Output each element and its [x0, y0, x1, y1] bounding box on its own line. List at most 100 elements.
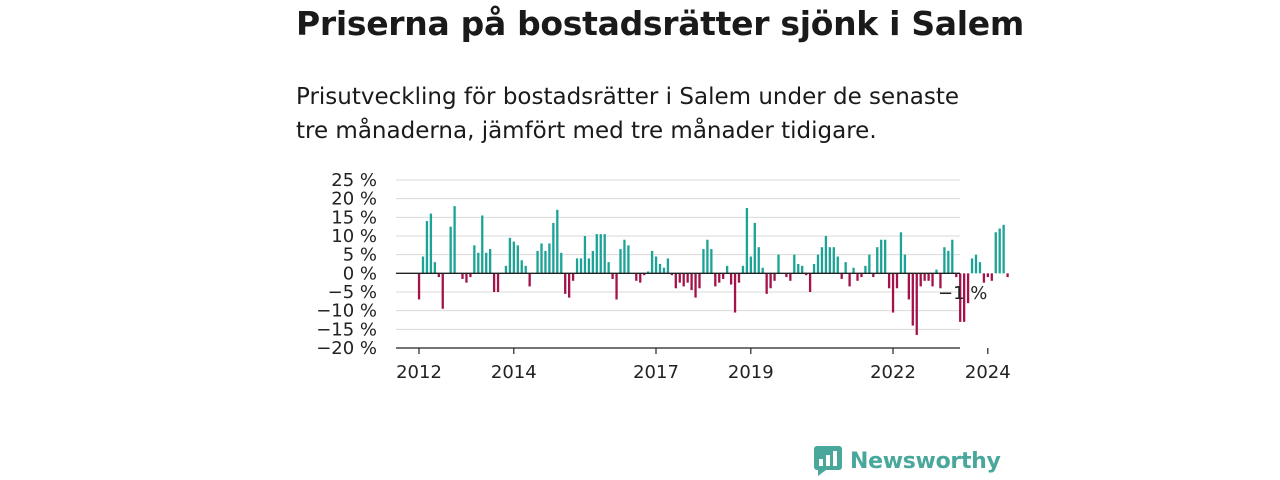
bar — [749, 256, 752, 274]
bar — [789, 273, 792, 281]
y-tick-label: 5 % — [343, 245, 377, 266]
bar — [714, 273, 717, 287]
bar — [528, 273, 531, 287]
bar — [880, 239, 883, 274]
y-tick-label: 0 % — [343, 263, 377, 284]
bar — [801, 265, 804, 274]
bar — [461, 273, 464, 279]
bar — [951, 239, 954, 274]
bar — [1002, 224, 1005, 274]
bar — [429, 213, 433, 274]
x-tick-label: 2014 — [491, 362, 537, 383]
chart-title: Priserna på bostadsrätter sjönk i Salem — [296, 4, 1024, 43]
bar — [903, 254, 907, 274]
bar — [769, 273, 772, 289]
bar — [568, 273, 571, 298]
y-tick-label: 25 % — [331, 170, 377, 191]
bar — [828, 247, 831, 274]
bar — [571, 273, 575, 281]
bar — [540, 243, 543, 274]
bar — [654, 256, 658, 274]
bar — [832, 247, 835, 274]
bar — [686, 273, 689, 283]
bar — [702, 249, 705, 274]
bar — [919, 273, 922, 287]
bar — [469, 273, 472, 278]
bar — [639, 273, 642, 283]
bar — [599, 234, 602, 274]
x-tick-label: 2022 — [870, 362, 916, 383]
bar — [963, 273, 966, 322]
bar — [647, 271, 650, 274]
bar — [698, 273, 701, 289]
bar — [619, 249, 622, 274]
bar — [706, 239, 709, 274]
bar — [524, 265, 527, 274]
bar — [955, 273, 958, 278]
bar — [840, 273, 843, 279]
bar — [899, 232, 903, 274]
bar — [884, 239, 887, 274]
bar — [512, 241, 515, 274]
grid-lines — [396, 179, 960, 349]
bar — [670, 273, 673, 276]
bar — [508, 237, 512, 274]
x-tick-label: 2017 — [633, 362, 679, 383]
bar — [891, 273, 895, 313]
bar — [848, 273, 851, 287]
bar — [939, 273, 942, 289]
bar — [473, 245, 476, 274]
bar — [583, 236, 587, 274]
bar — [504, 265, 508, 274]
y-axis-labels: 25 %20 %15 %10 %5 %0 %−5 %−10 %−15 %−20 … — [316, 170, 377, 359]
bar — [812, 264, 816, 274]
bar — [433, 262, 436, 274]
y-tick-label: 20 % — [331, 189, 377, 210]
bar — [860, 273, 863, 278]
bar — [492, 273, 496, 292]
bar — [520, 260, 523, 274]
bar — [978, 262, 982, 274]
bar — [868, 254, 871, 274]
bar — [477, 252, 480, 274]
bar — [777, 254, 780, 274]
bar — [844, 262, 847, 274]
bar — [745, 208, 749, 274]
bar — [808, 273, 812, 292]
bar — [650, 250, 654, 274]
x-tick-label: 2012 — [396, 362, 442, 383]
bar — [773, 273, 776, 281]
bar — [895, 273, 899, 289]
bar — [556, 209, 559, 274]
bar — [887, 273, 891, 289]
bar — [994, 232, 997, 274]
bar — [816, 254, 820, 274]
bar — [552, 222, 555, 274]
bar — [974, 254, 978, 274]
bar — [441, 273, 444, 309]
bar — [986, 273, 989, 278]
bar — [662, 267, 666, 274]
bar — [793, 254, 796, 274]
bar — [935, 269, 938, 274]
bar — [741, 265, 745, 274]
bar — [931, 273, 934, 287]
bar — [733, 273, 737, 313]
bar — [947, 250, 950, 274]
y-tick-label: −15 % — [316, 319, 377, 340]
bar — [536, 250, 539, 274]
bar — [453, 206, 456, 274]
bar — [666, 258, 670, 274]
bar — [761, 267, 764, 274]
bar — [753, 222, 756, 274]
bar — [548, 243, 551, 274]
bar — [982, 273, 986, 283]
bar — [627, 245, 630, 274]
bar — [579, 258, 583, 274]
bar — [757, 247, 760, 274]
x-axis: 2012 2014 2017 2019 2022 2024 — [396, 272, 1011, 383]
bar — [417, 273, 421, 300]
bar — [635, 273, 638, 281]
bar — [726, 265, 729, 274]
